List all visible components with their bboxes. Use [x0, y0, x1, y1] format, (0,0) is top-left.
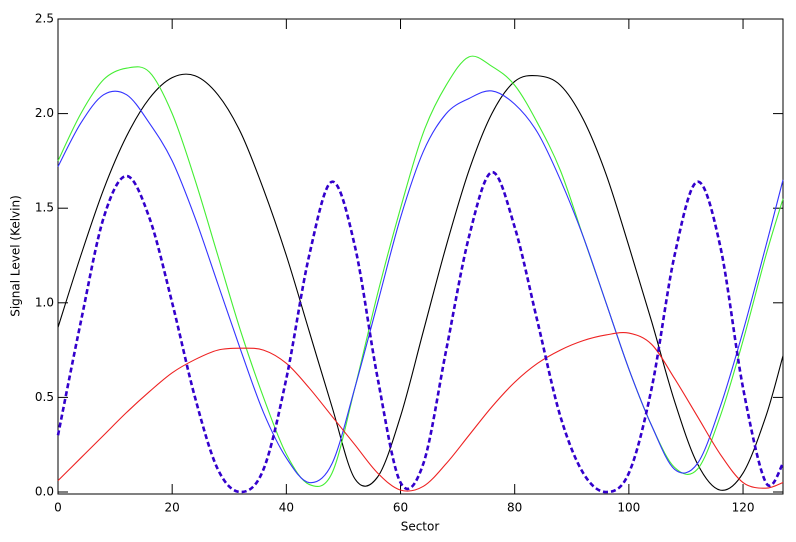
y-axis-title: Signal Level (Kelvin) [9, 195, 23, 317]
plot-frame [57, 18, 784, 495]
series-line [57, 73, 784, 491]
y-tick-label: 1.0 [35, 295, 54, 309]
series-line [57, 331, 784, 492]
x-tick-label: 60 [393, 501, 408, 515]
y-tick-label: 1.5 [35, 201, 54, 215]
y-tick-label: 2.5 [35, 12, 54, 26]
series-line [56, 170, 785, 494]
x-tick-label: 0 [54, 501, 62, 515]
x-axis-title: Sector [401, 520, 440, 534]
series-line [57, 55, 784, 488]
x-tick-label: 100 [617, 501, 640, 515]
x-tick-label: 40 [279, 501, 294, 515]
y-tick-label: 2.0 [35, 106, 54, 120]
x-tick-label: 20 [165, 501, 180, 515]
series-line [57, 90, 784, 484]
x-tick-label: 120 [732, 501, 755, 515]
x-tick-label: 80 [507, 501, 522, 515]
y-tick-label: 0.5 [35, 390, 54, 404]
y-tick-label: 0.0 [35, 485, 54, 499]
